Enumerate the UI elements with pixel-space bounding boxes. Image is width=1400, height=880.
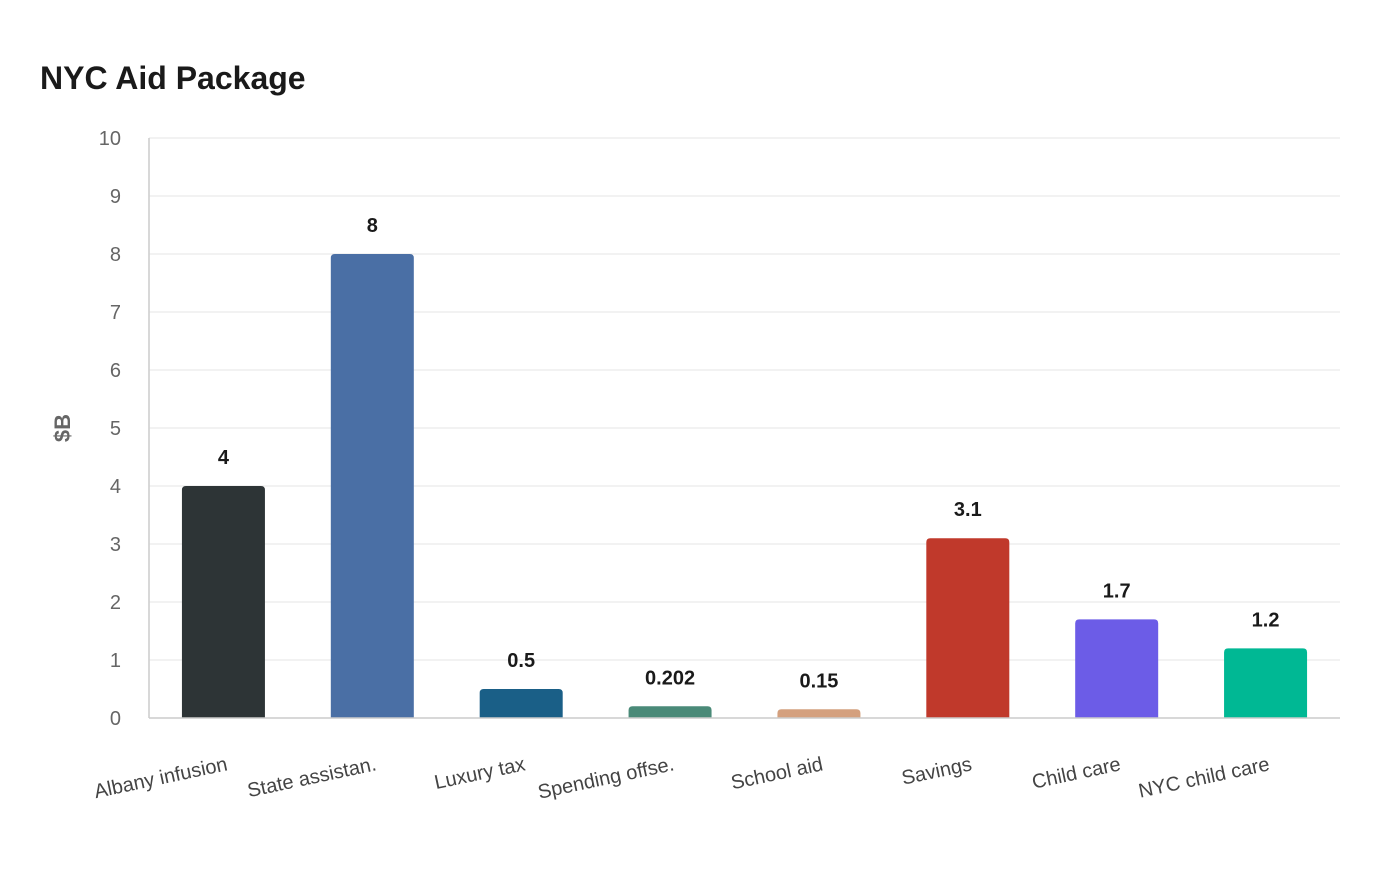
x-tick-label: State assistan. — [245, 753, 378, 802]
x-tick-label: Luxury tax — [432, 753, 527, 794]
x-tick-label: Spending offse. — [536, 753, 676, 803]
y-tick-label: 8 — [110, 244, 121, 266]
x-tick-label: Savings — [900, 753, 974, 789]
y-tick-label: 0 — [110, 708, 121, 730]
bar — [926, 538, 1010, 718]
y-tick-label: 1 — [110, 650, 121, 672]
bar — [181, 486, 265, 718]
y-tick-label: 5 — [110, 418, 121, 440]
x-tick-label: NYC child care — [1137, 753, 1272, 802]
y-tick-label: 10 — [99, 128, 121, 150]
bar — [330, 254, 414, 718]
chart-title: NYC Aid Package — [40, 60, 306, 96]
data-label: 1.7 — [1103, 580, 1131, 602]
y-tick-label: 7 — [110, 302, 121, 324]
y-axis-title: $B — [50, 414, 75, 442]
x-tick-label: Child care — [1030, 753, 1123, 793]
bar — [777, 709, 861, 718]
x-tick-label: Albany infusion — [92, 753, 229, 803]
data-label: 0.15 — [799, 670, 838, 692]
value-labels: 4 8 0.5 0.202 0.15 3.1 1.7 1.2 — [218, 215, 1280, 692]
x-axis-labels: Albany infusion State assistan. Luxury tax… — [92, 753, 1271, 803]
y-tick-label: 3 — [110, 534, 121, 556]
grid-lines — [149, 137, 1340, 719]
y-axis-ticks: 0 1 2 3 4 5 6 7 8 9 10 — [99, 128, 121, 730]
data-label: 0.5 — [507, 650, 535, 672]
bar — [1075, 619, 1159, 718]
y-tick-label: 4 — [110, 476, 121, 498]
bars — [181, 254, 1308, 718]
y-tick-label: 9 — [110, 186, 121, 208]
data-label: 8 — [367, 215, 378, 237]
x-tick-label: School aid — [729, 753, 825, 794]
bar — [1224, 648, 1308, 718]
data-label: 0.202 — [645, 667, 695, 689]
data-label: 4 — [218, 447, 230, 469]
data-label: 1.2 — [1252, 609, 1280, 631]
data-label: 3.1 — [954, 499, 982, 521]
bar — [628, 706, 712, 718]
y-tick-label: 2 — [110, 592, 121, 614]
bar — [479, 689, 563, 718]
y-tick-label: 6 — [110, 360, 121, 382]
